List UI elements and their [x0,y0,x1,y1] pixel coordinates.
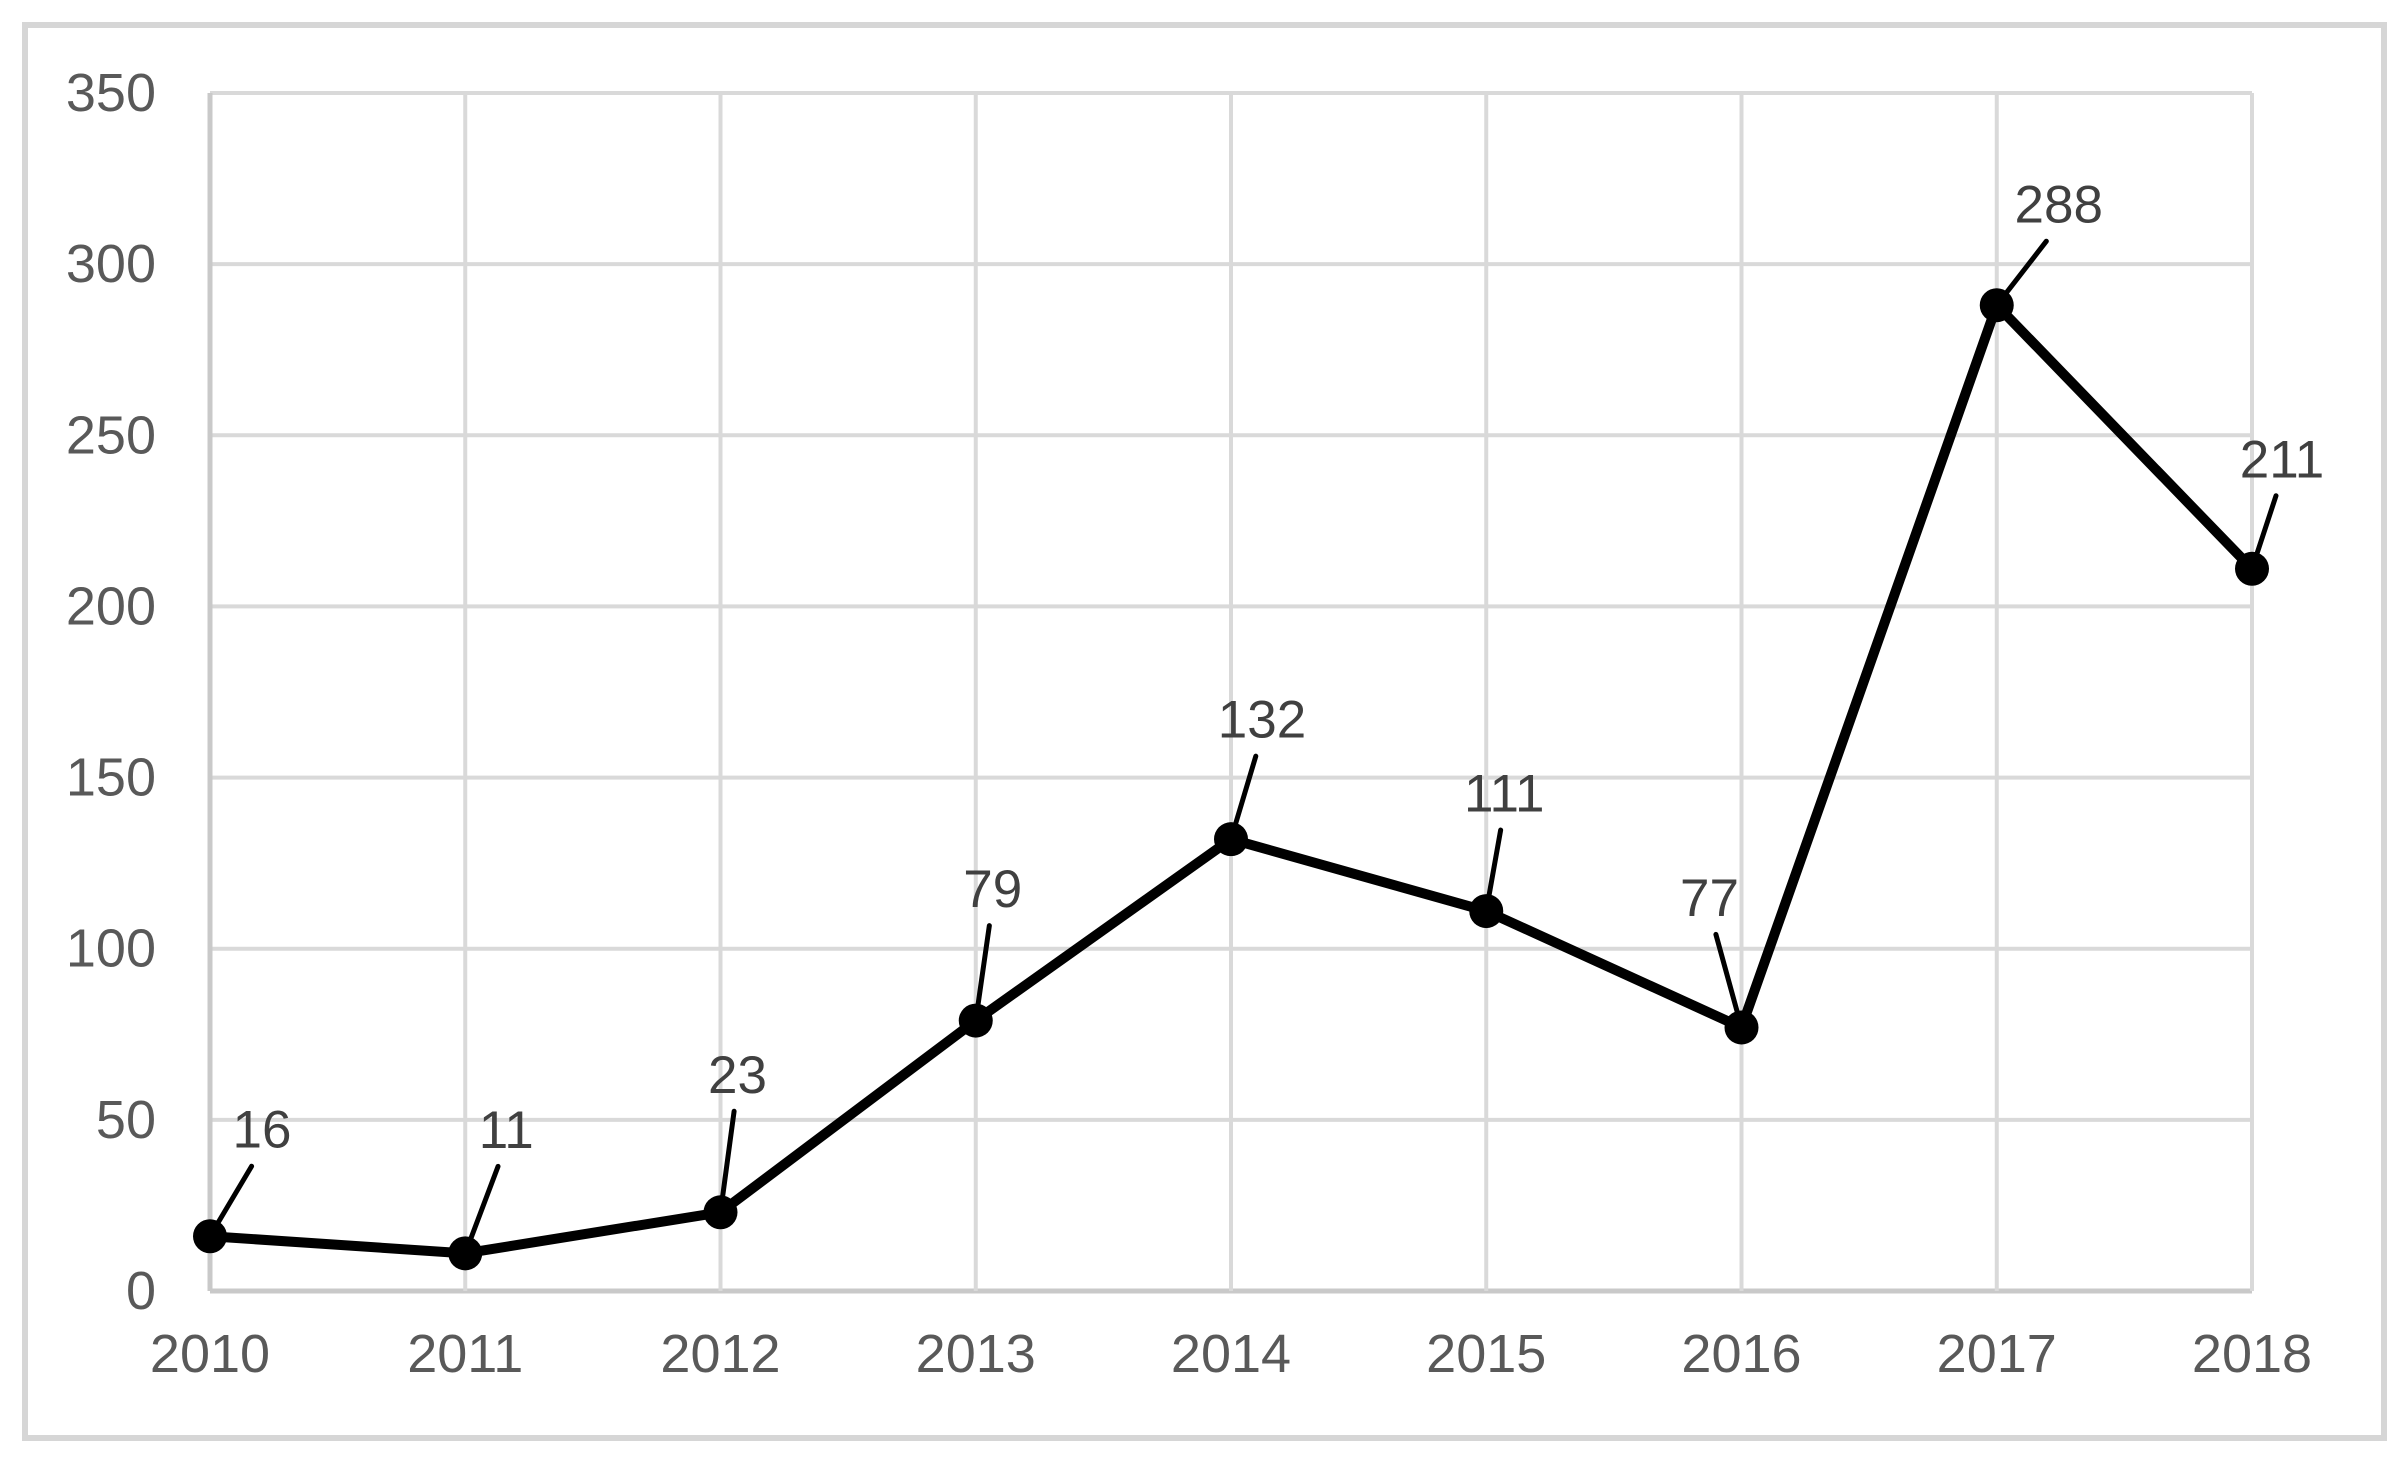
y-tick-label-100: 100 [66,919,156,979]
data-label-2011: 11 [479,1101,534,1160]
y-tick-label-0: 0 [126,1261,156,1321]
x-tick-label-2010: 2010 [150,1324,270,1384]
x-tick-label-2012: 2012 [660,1324,780,1384]
x-tick-label-2014: 2014 [1171,1324,1291,1384]
data-label-2017: 288 [2015,176,2103,235]
data-label-2018: 211 [2240,430,2325,489]
x-tick-label-2018: 2018 [2192,1324,2312,1384]
x-tick-label-2015: 2015 [1426,1324,1546,1384]
data-label-2014: 132 [1218,691,1306,750]
data-point-2014 [1214,822,1248,857]
data-point-2011 [448,1236,483,1271]
x-tick-label-2013: 2013 [916,1324,1036,1384]
x-tick-label-2017: 2017 [1937,1324,2057,1384]
data-label-2012: 23 [708,1046,767,1105]
data-label-2016: 77 [1680,869,1739,928]
data-label-2013: 79 [963,860,1022,919]
y-tick-label-150: 150 [66,748,156,808]
x-tick-label-2011: 2011 [407,1324,523,1384]
x-tick-label-2016: 2016 [1681,1324,1801,1384]
data-point-2016 [1724,1010,1759,1045]
y-tick-label-350: 350 [66,63,156,123]
data-point-2012 [703,1195,738,1230]
y-tick-label-300: 300 [66,234,156,294]
data-point-2013 [958,1003,993,1038]
data-point-2015 [1469,894,1504,929]
y-tick-label-250: 250 [66,405,156,465]
data-point-2017 [1979,288,2014,323]
data-point-2010 [193,1219,227,1254]
data-point-2018 [2235,551,2269,586]
y-tick-label-200: 200 [66,576,156,636]
data-label-2010: 16 [233,1101,292,1160]
y-tick-label-50: 50 [96,1090,156,1150]
data-label-2015: 111 [1464,765,1545,824]
